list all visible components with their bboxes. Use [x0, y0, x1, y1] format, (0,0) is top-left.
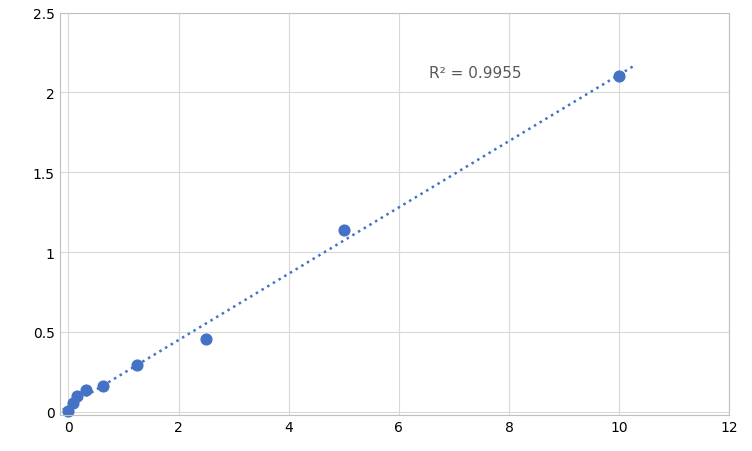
Point [338, 226, 350, 234]
Point [97, 382, 109, 389]
Point [200, 336, 212, 343]
Point [71, 392, 83, 400]
Point [67, 400, 79, 407]
Point [613, 74, 625, 81]
Point [132, 361, 144, 368]
Text: R² = 0.9955: R² = 0.9955 [429, 65, 522, 80]
Point [62, 408, 74, 415]
Point [80, 387, 92, 394]
